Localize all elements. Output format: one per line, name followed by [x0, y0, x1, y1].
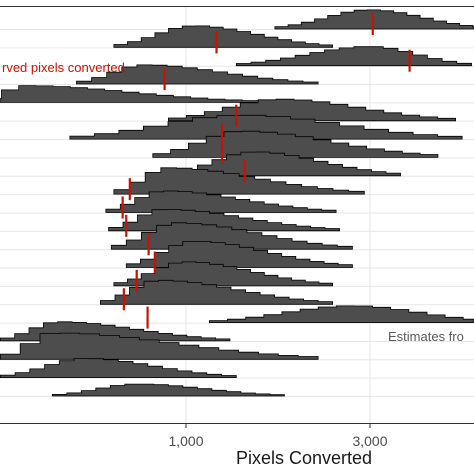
observed-annotation: rved pixels converted	[2, 60, 125, 75]
ridge-density	[51, 383, 285, 397]
x-axis-ticks: 1,000 3,000	[168, 423, 388, 449]
ridge-density	[0, 358, 237, 378]
ridge-density	[76, 64, 319, 85]
ridge-density	[235, 46, 472, 67]
ridge-density	[113, 25, 333, 48]
ridge-density	[105, 190, 337, 213]
ridge-density	[125, 241, 353, 268]
ridge-density	[168, 151, 401, 177]
x-tick-label: 3,000	[352, 433, 387, 449]
ridge-density	[209, 305, 474, 323]
ridge-density	[110, 222, 353, 250]
ridge-density	[0, 85, 260, 103]
x-axis-title: Pixels Converted	[236, 448, 372, 468]
ridge-density	[152, 130, 439, 158]
ridge-density	[69, 114, 463, 140]
ridge-density	[0, 332, 319, 360]
ridge-density	[100, 279, 333, 305]
ridge-density	[113, 167, 365, 195]
x-tick-label: 1,000	[168, 433, 203, 449]
ridges	[0, 9, 474, 397]
ridge-density	[274, 9, 474, 30]
observed-markers	[121, 13, 411, 329]
estimates-annotation: Estimates fro	[388, 329, 464, 344]
